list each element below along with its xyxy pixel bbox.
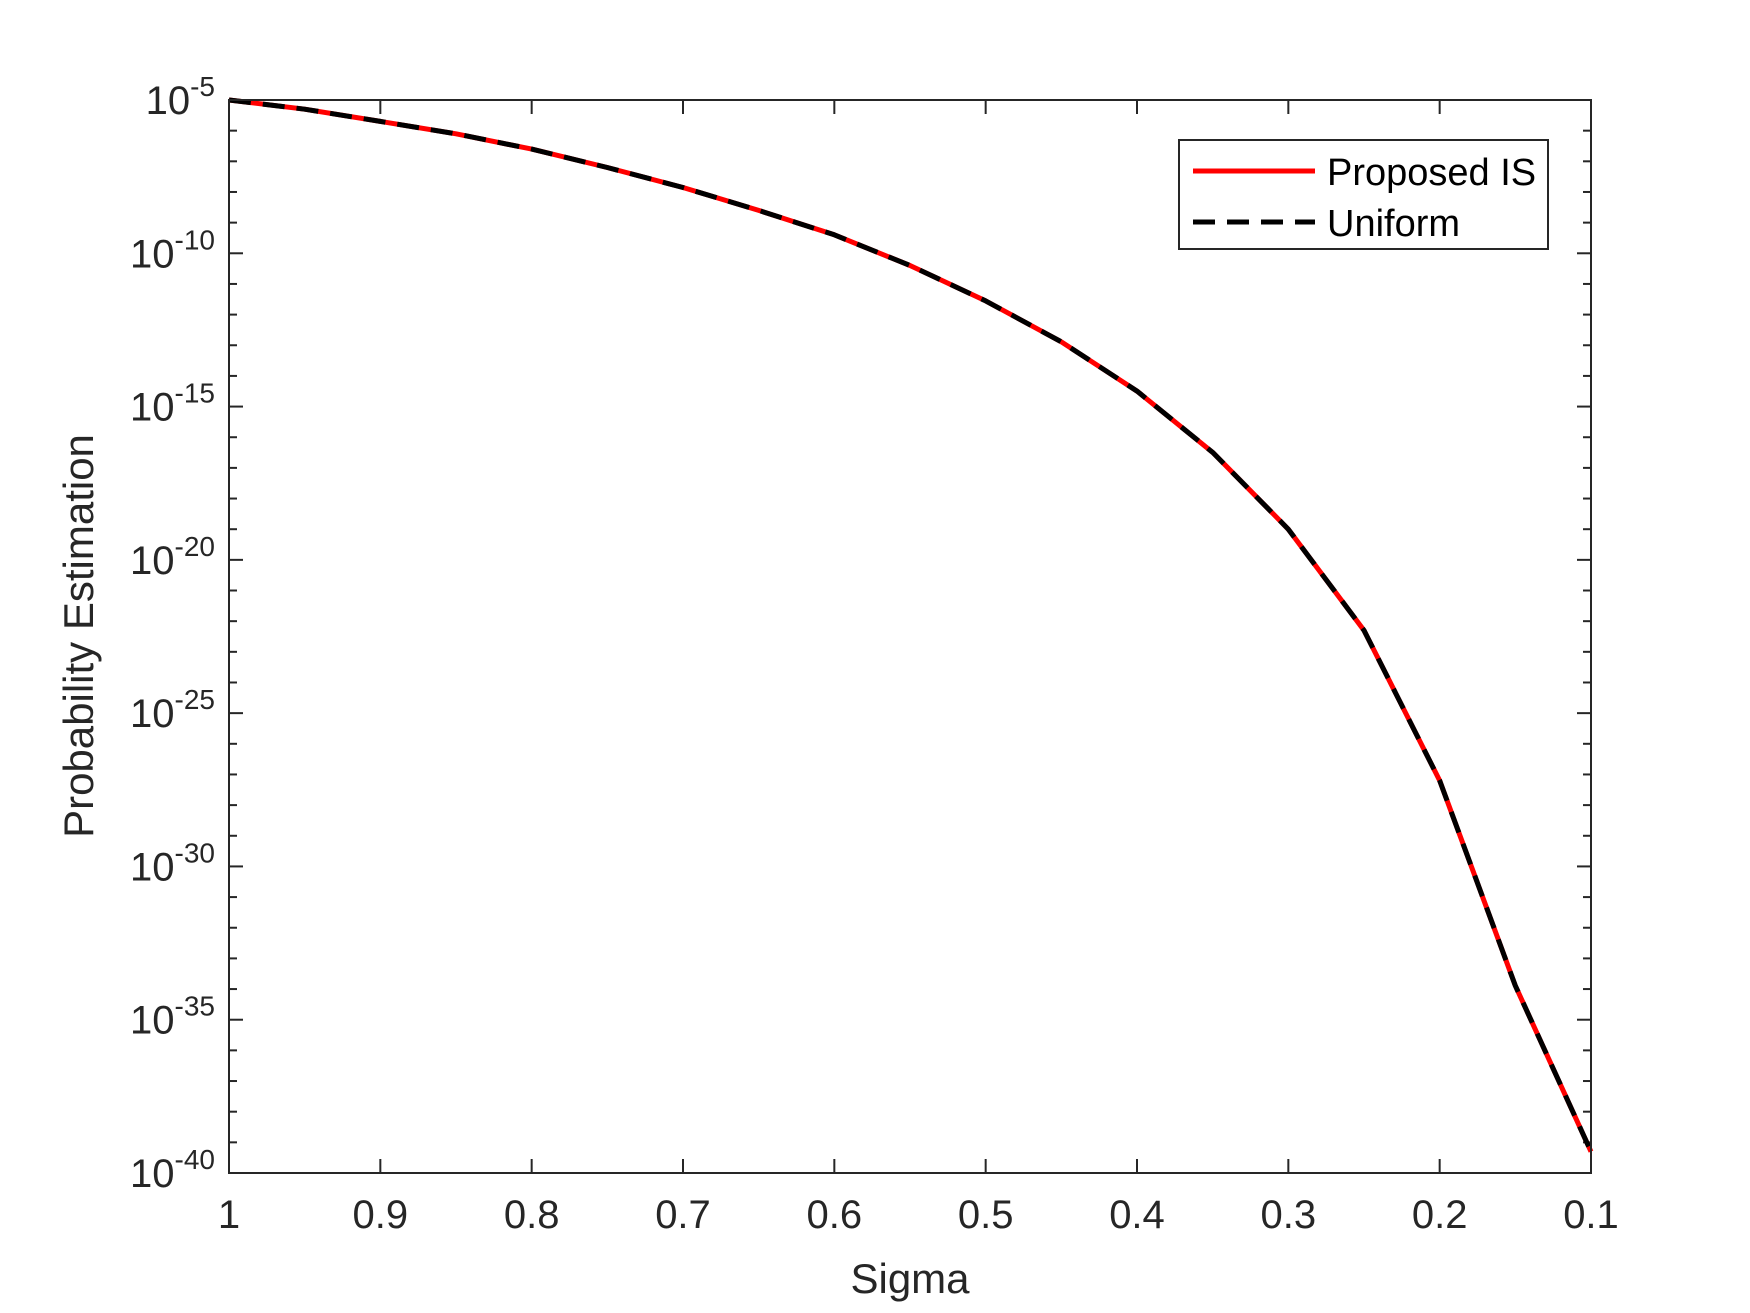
x-tick-label: 0.5: [958, 1193, 1014, 1237]
y-tick-label: 10-35: [130, 991, 215, 1043]
x-tick-label: 0.2: [1412, 1193, 1468, 1237]
legend: Proposed IS Uniform: [1178, 139, 1549, 250]
legend-label-proposed-is: Proposed IS: [1327, 152, 1536, 194]
x-tick-label: 0.3: [1261, 1193, 1317, 1237]
x-tick-label: 0.7: [655, 1193, 711, 1237]
x-tick-label: 1: [218, 1193, 240, 1237]
y-tick-label: 10-20: [130, 531, 215, 583]
plot-background: [229, 100, 1591, 1173]
series-line-uniform: [228, 97, 1594, 1153]
y-tick-label: 10-5: [146, 71, 215, 123]
y-tick-label: 10-10: [130, 224, 215, 276]
x-tick-label: 0.6: [807, 1193, 863, 1237]
x-tick-labels: 1 0.9 0.8 0.7 0.6 0.5 0.4 0.3 0.2 0.1: [218, 1193, 1619, 1237]
y-tick-label: 10-40: [130, 1144, 215, 1196]
y-tick-label: 10-30: [130, 837, 215, 889]
y-tick-labels: 10-5 10-10 10-15 10-20 10-25 10-30 10-35 10-40: [130, 71, 215, 1196]
x-tick-label: 0.8: [504, 1193, 560, 1237]
legend-label-uniform: Uniform: [1327, 203, 1460, 245]
y-tick-label: 10-15: [130, 378, 215, 430]
x-tick-label: 0.4: [1109, 1193, 1165, 1237]
legend-box: [1178, 139, 1549, 250]
axis-ticks: [228, 99, 1592, 1174]
plot-frame: [228, 99, 1592, 1174]
series-layer: [228, 97, 1594, 1153]
x-tick-label: 0.9: [353, 1193, 409, 1237]
x-tick-label: 0.1: [1563, 1193, 1619, 1237]
y-axis-title: Probability Estimation: [55, 434, 102, 838]
x-axis-title: Sigma: [850, 1255, 970, 1302]
y-tick-label: 10-25: [130, 684, 215, 736]
